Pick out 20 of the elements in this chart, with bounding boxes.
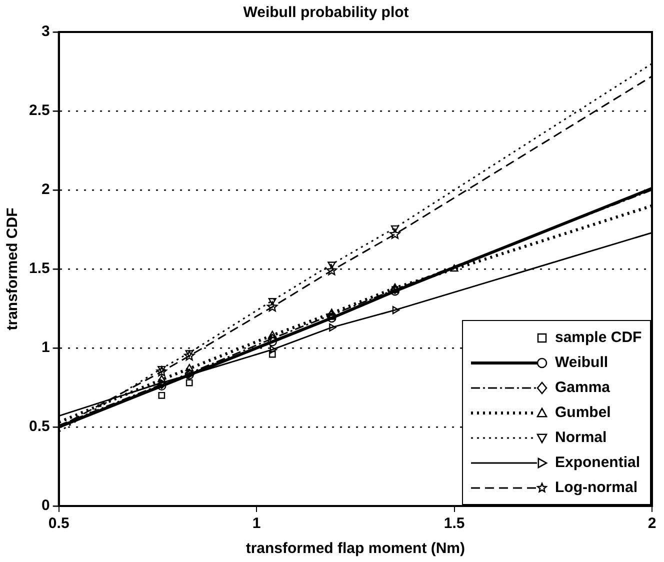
legend-label: Exponential — [555, 454, 640, 471]
legend-label: sample CDF — [555, 329, 642, 346]
x-tick-label: 1.5 — [444, 515, 465, 532]
x-tick-label: 2 — [648, 515, 656, 532]
y-tick-label: 0 — [42, 497, 50, 514]
chart-title: Weibull probability plot — [243, 4, 409, 22]
legend-label: Gumbel — [555, 404, 611, 421]
y-tick-label: 0.5 — [28, 418, 50, 436]
legend-label: Normal — [555, 429, 607, 446]
y-tick-label: 2 — [42, 181, 50, 198]
y-tick-label: 3 — [42, 23, 50, 40]
y-axis-title: transformed CDF — [4, 208, 22, 330]
y-tick-label: 2.5 — [28, 102, 50, 120]
y-tick-label: 1.5 — [28, 260, 50, 278]
legend-label: Log-normal — [555, 479, 638, 496]
legend-label: Weibull — [555, 354, 608, 371]
legend-label: Gamma — [555, 379, 610, 396]
x-tick-label: 1 — [252, 515, 261, 532]
y-tick-label: 1 — [42, 339, 50, 356]
x-axis-title: transformed flap moment (Nm) — [246, 540, 466, 558]
